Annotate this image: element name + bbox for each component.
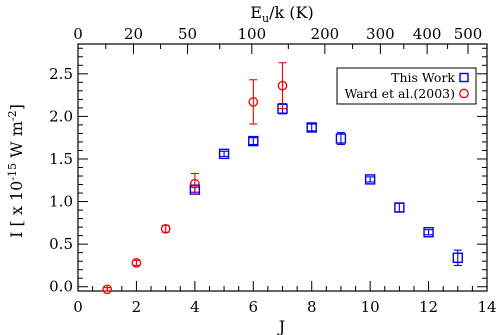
data-point-square <box>394 202 405 213</box>
legend-label-ward: Ward et al.(2003) <box>344 86 455 101</box>
data-point-circle <box>131 258 142 268</box>
legend-box <box>336 67 477 105</box>
data-point-circle <box>102 284 113 295</box>
legend: This Work Ward et al.(2003) <box>336 67 477 105</box>
y-tick-label: 2.0 <box>49 107 73 125</box>
y-tick-label: 0.5 <box>49 235 73 253</box>
x-tick-labels: 0 2 4 6 8 10 12 14 <box>73 298 496 316</box>
x-tick-label: 12 <box>419 298 438 316</box>
y-axis-title-exp: -15 <box>6 163 19 181</box>
top-tick-label: 20 <box>124 25 143 43</box>
data-point-circle <box>190 178 200 189</box>
top-axis-tick-labels: 0 20 50 100 200 300 400 500 <box>73 25 482 43</box>
top-tick-label: 100 <box>238 25 267 43</box>
data-point-circle <box>248 97 259 107</box>
data-point-square <box>218 148 230 160</box>
legend-label-this-work: This Work <box>391 70 455 85</box>
y-axis-title-middle: W m <box>7 121 26 163</box>
y-axis-title-prefix: I [ x 10 <box>7 181 26 238</box>
x-tick-label: 10 <box>361 298 380 316</box>
y-tick-labels: 0.0 0.5 1.0 1.5 2.0 2.5 <box>49 65 73 296</box>
x-tick-label: 2 <box>132 298 142 316</box>
data-point-square <box>306 122 317 133</box>
x-axis-title: J <box>277 317 285 335</box>
data-point-square <box>335 133 347 144</box>
data-point-square <box>364 174 376 185</box>
x-tick-label: 6 <box>249 298 259 316</box>
data-point-square <box>423 227 434 238</box>
data-point-square <box>248 135 259 147</box>
data-point-circle <box>160 223 171 234</box>
top-tick-label: 200 <box>311 25 340 43</box>
y-tick-label: 1.0 <box>49 193 73 211</box>
x-tick-label: 4 <box>190 298 200 316</box>
data-series <box>102 62 463 295</box>
axis-ticks <box>77 44 488 291</box>
y-tick-label: 1.5 <box>49 150 73 168</box>
series-ward-2003 <box>102 62 288 295</box>
series-this-work <box>189 103 463 266</box>
y-tick-label: 2.5 <box>49 65 73 83</box>
y-axis-title-exp2: -2 <box>6 110 19 121</box>
legend-marker-circle <box>459 88 469 99</box>
top-tick-label: 500 <box>454 25 483 43</box>
legend-marker-square <box>459 72 469 83</box>
data-point-circle <box>277 80 288 91</box>
top-tick-label: 50 <box>178 25 197 43</box>
top-tick-label: 300 <box>366 25 395 43</box>
top-axis-title-base: E <box>250 3 262 22</box>
y-tick-label: 0.0 <box>49 278 73 296</box>
top-axis-title-sub: u <box>262 12 269 25</box>
y-axis-title-suffix: ] <box>7 104 26 110</box>
top-axis-title: Eu/k (K) <box>250 3 313 25</box>
x-tick-label: 14 <box>477 298 496 316</box>
data-point-square <box>452 252 463 263</box>
top-tick-label: 400 <box>413 25 442 43</box>
y-axis-title: I [ x 10-15 W m-2] <box>6 104 26 238</box>
x-tick-label: 0 <box>73 298 83 316</box>
top-tick-label: 0 <box>73 25 83 43</box>
x-tick-label: 8 <box>307 298 317 316</box>
top-axis-title-rest: /k (K) <box>269 3 314 22</box>
